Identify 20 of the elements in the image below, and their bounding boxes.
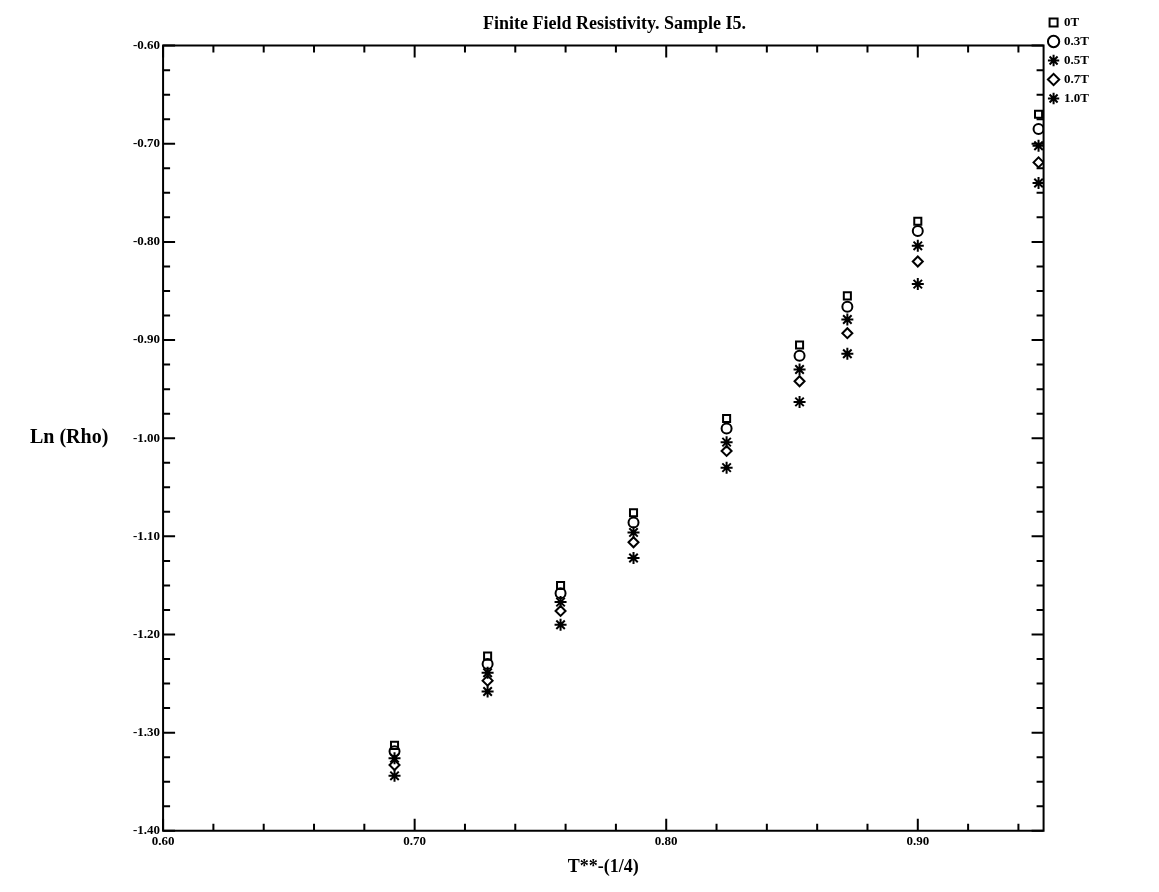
chart-title: Finite Field Resistivity. Sample I5. — [483, 13, 746, 34]
legend-label: 0.7T — [1064, 70, 1090, 86]
y-tick-label: -0.70 — [132, 135, 161, 151]
legend-label: 0.5T — [1064, 51, 1090, 67]
y-tick-label: -1.40 — [132, 822, 161, 838]
x-tick-label: 0.70 — [403, 832, 427, 848]
y-tick-label: -1.20 — [132, 625, 161, 641]
y-axis-title: Ln (Rho) — [30, 425, 109, 449]
y-tick-label: -1.00 — [132, 429, 161, 445]
y-tick-label: -1.30 — [132, 724, 161, 740]
legend-label: 1.0T — [1064, 89, 1090, 105]
x-axis-title: T**-(1/4) — [567, 855, 639, 877]
legend-label: 0T — [1064, 13, 1080, 29]
y-tick-label: -0.80 — [132, 233, 161, 249]
y-tick-label: -0.90 — [132, 331, 161, 347]
x-tick-label: 0.90 — [906, 832, 930, 848]
y-tick-label: -0.60 — [132, 36, 161, 52]
x-tick-label: 0.80 — [654, 832, 678, 848]
legend-label: 0.3T — [1064, 32, 1090, 48]
y-tick-label: -1.10 — [132, 527, 161, 543]
